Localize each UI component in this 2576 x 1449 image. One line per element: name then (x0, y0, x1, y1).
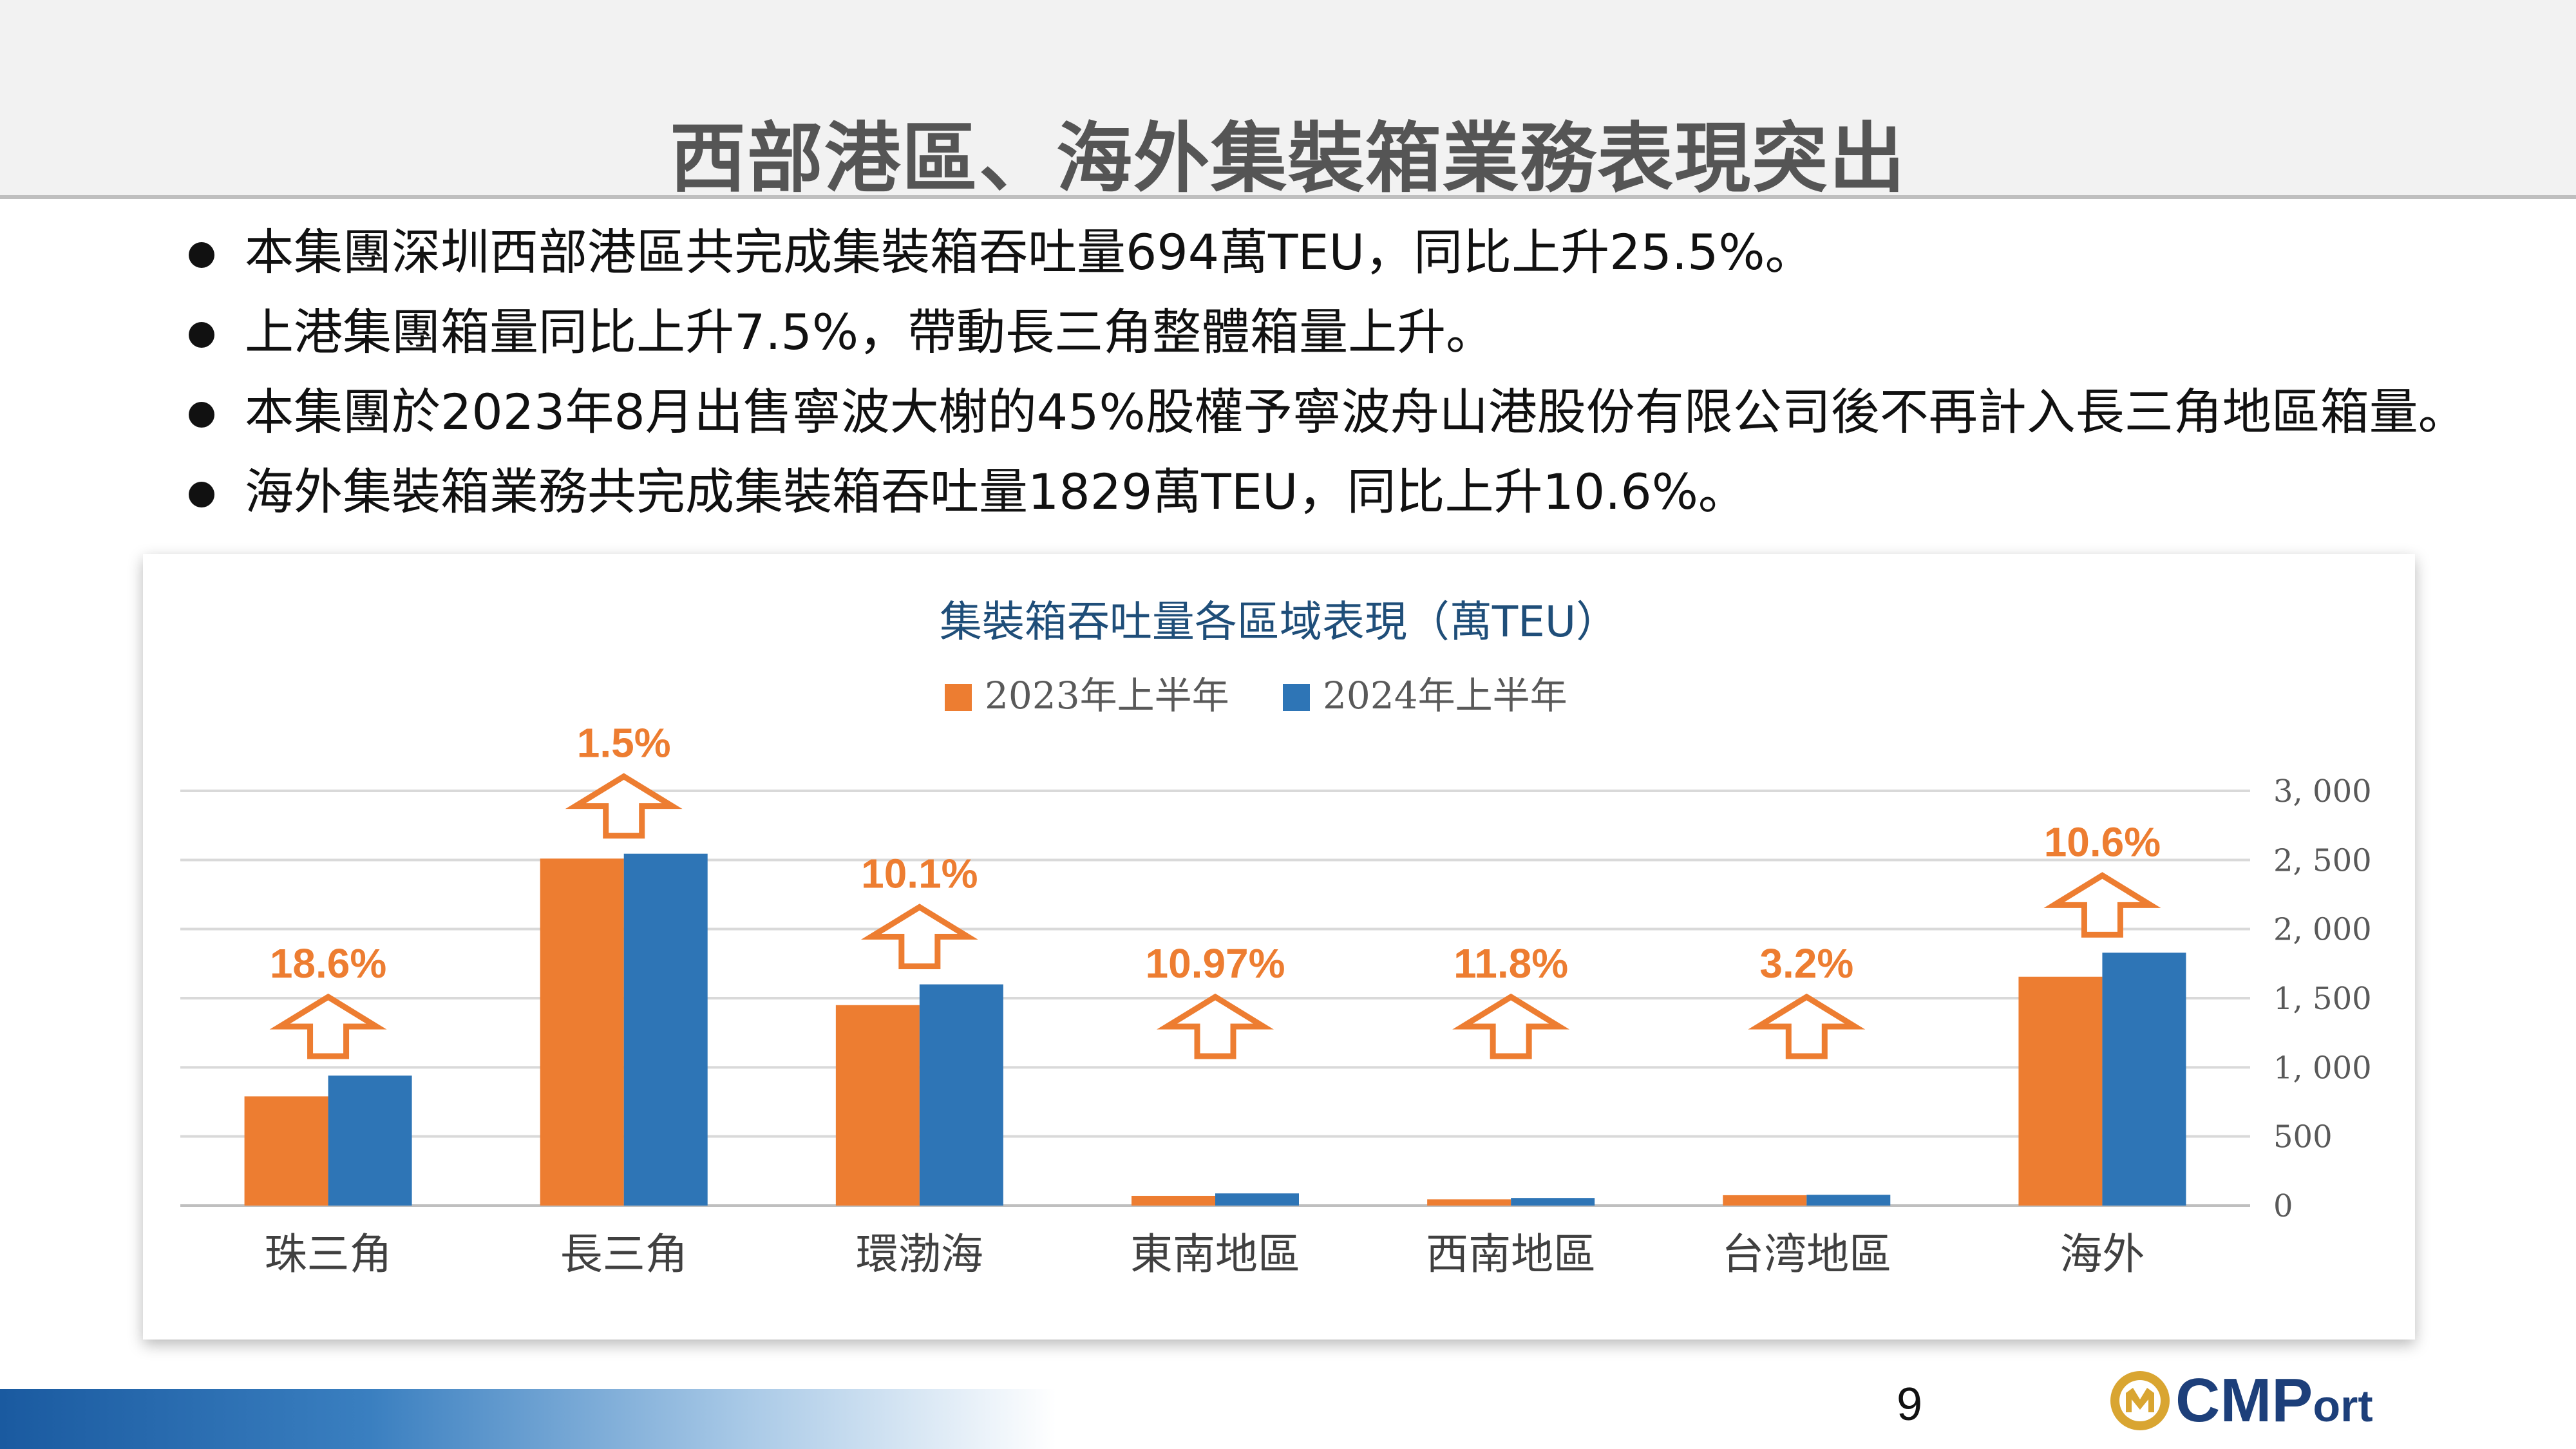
bar (1427, 1199, 1511, 1206)
bullet-list: 本集團深圳西部港區共完成集裝箱吞吐量694萬TEU，同比上升25.5%。 上港集… (184, 213, 2534, 532)
bar (1215, 1193, 1299, 1206)
y-tick-label: 0 (2273, 1188, 2293, 1224)
page-title: 西部港區、海外集裝箱業務表現突出 (669, 114, 1906, 203)
chart-title: 集裝箱吞吐量各區域表現（萬TEU） (940, 597, 1618, 647)
throughput-chart: 集裝箱吞吐量各區域表現（萬TEU） 2023年上半年 2024年上半年 0 500 1, … (180, 597, 2372, 1279)
bar (244, 1096, 328, 1206)
logo-wordmark: CMPort (2175, 1362, 2373, 1439)
growth-up-arrow-icon (1452, 993, 1570, 1059)
growth-up-arrow-icon (565, 773, 683, 839)
growth-up-arrow-icon (1157, 993, 1274, 1059)
growth-up-arrow-icon (2043, 872, 2161, 938)
bar (919, 984, 1003, 1206)
bar (328, 1075, 412, 1206)
x-tick-label: 東南地區 (1130, 1229, 1300, 1279)
bar (540, 858, 624, 1206)
y-tick-label: 2, 000 (2273, 912, 2372, 948)
chart-card: 集裝箱吞吐量各區域表現（萬TEU） 2023年上半年 2024年上半年 0 500 1, … (143, 554, 2415, 1340)
bar (2018, 976, 2103, 1206)
legend-label: 2024年上半年 (1323, 674, 1567, 717)
y-tick-label: 3, 000 (2273, 773, 2372, 810)
x-tick-label: 台湾地區 (1721, 1229, 1891, 1279)
growth-label: 11.8% (1454, 940, 1568, 987)
growth-up-arrow-icon (860, 904, 978, 970)
bar (1806, 1195, 1891, 1206)
y-tick-label: 1, 500 (2273, 981, 2372, 1017)
x-tick-label: 珠三角 (265, 1229, 392, 1279)
x-tick-label: 環渤海 (856, 1229, 983, 1279)
bar (1511, 1198, 1595, 1206)
cmport-emblem-icon (2110, 1371, 2170, 1430)
y-tick-label: 2, 500 (2273, 842, 2372, 878)
growth-up-arrow-icon (1748, 993, 1866, 1059)
growth-label: 18.6% (270, 940, 386, 987)
footer-gradient-bar (0, 1389, 1056, 1449)
bar (2102, 952, 2186, 1206)
growth-label: 10.97% (1145, 940, 1285, 987)
x-tick-label: 長三角 (560, 1229, 688, 1279)
page-number: 9 (1896, 1379, 1923, 1430)
bar (1132, 1195, 1215, 1206)
y-tick-label: 500 (2273, 1119, 2333, 1155)
logo-main-text: CMP (2175, 1366, 2313, 1435)
bullet-item: 本集團於2023年8月出售寧波大榭的45%股權予寧波舟山港股份有限公司後不再計入… (184, 372, 2534, 452)
bar (1723, 1195, 1807, 1206)
growth-label: 1.5% (577, 720, 671, 766)
bar (835, 1005, 920, 1206)
logo-sub-text: ort (2313, 1381, 2373, 1431)
growth-label: 3.2% (1759, 940, 1853, 987)
bullet-item: 上港集團箱量同比上升7.5%，帶動長三角整體箱量上升。 (184, 292, 2534, 372)
legend-swatch (945, 684, 972, 711)
header-divider (0, 195, 2576, 199)
growth-up-arrow-icon (269, 993, 387, 1059)
x-tick-label: 西南地區 (1426, 1229, 1596, 1279)
legend-label: 2023年上半年 (985, 674, 1229, 717)
bullet-item: 本集團深圳西部港區共完成集裝箱吞吐量694萬TEU，同比上升25.5%。 (184, 213, 2534, 292)
growth-label: 10.6% (2044, 819, 2161, 865)
legend-swatch (1283, 684, 1310, 711)
growth-label: 10.1% (861, 851, 978, 897)
cmport-logo: CMPort (2105, 1362, 2401, 1439)
header-band (0, 0, 2576, 196)
y-tick-label: 1, 000 (2273, 1050, 2372, 1086)
bar (623, 853, 708, 1206)
x-tick-label: 海外 (2060, 1229, 2145, 1279)
bullet-item: 海外集裝箱業務共完成集裝箱吞吐量1829萬TEU，同比上升10.6%。 (184, 452, 2534, 532)
